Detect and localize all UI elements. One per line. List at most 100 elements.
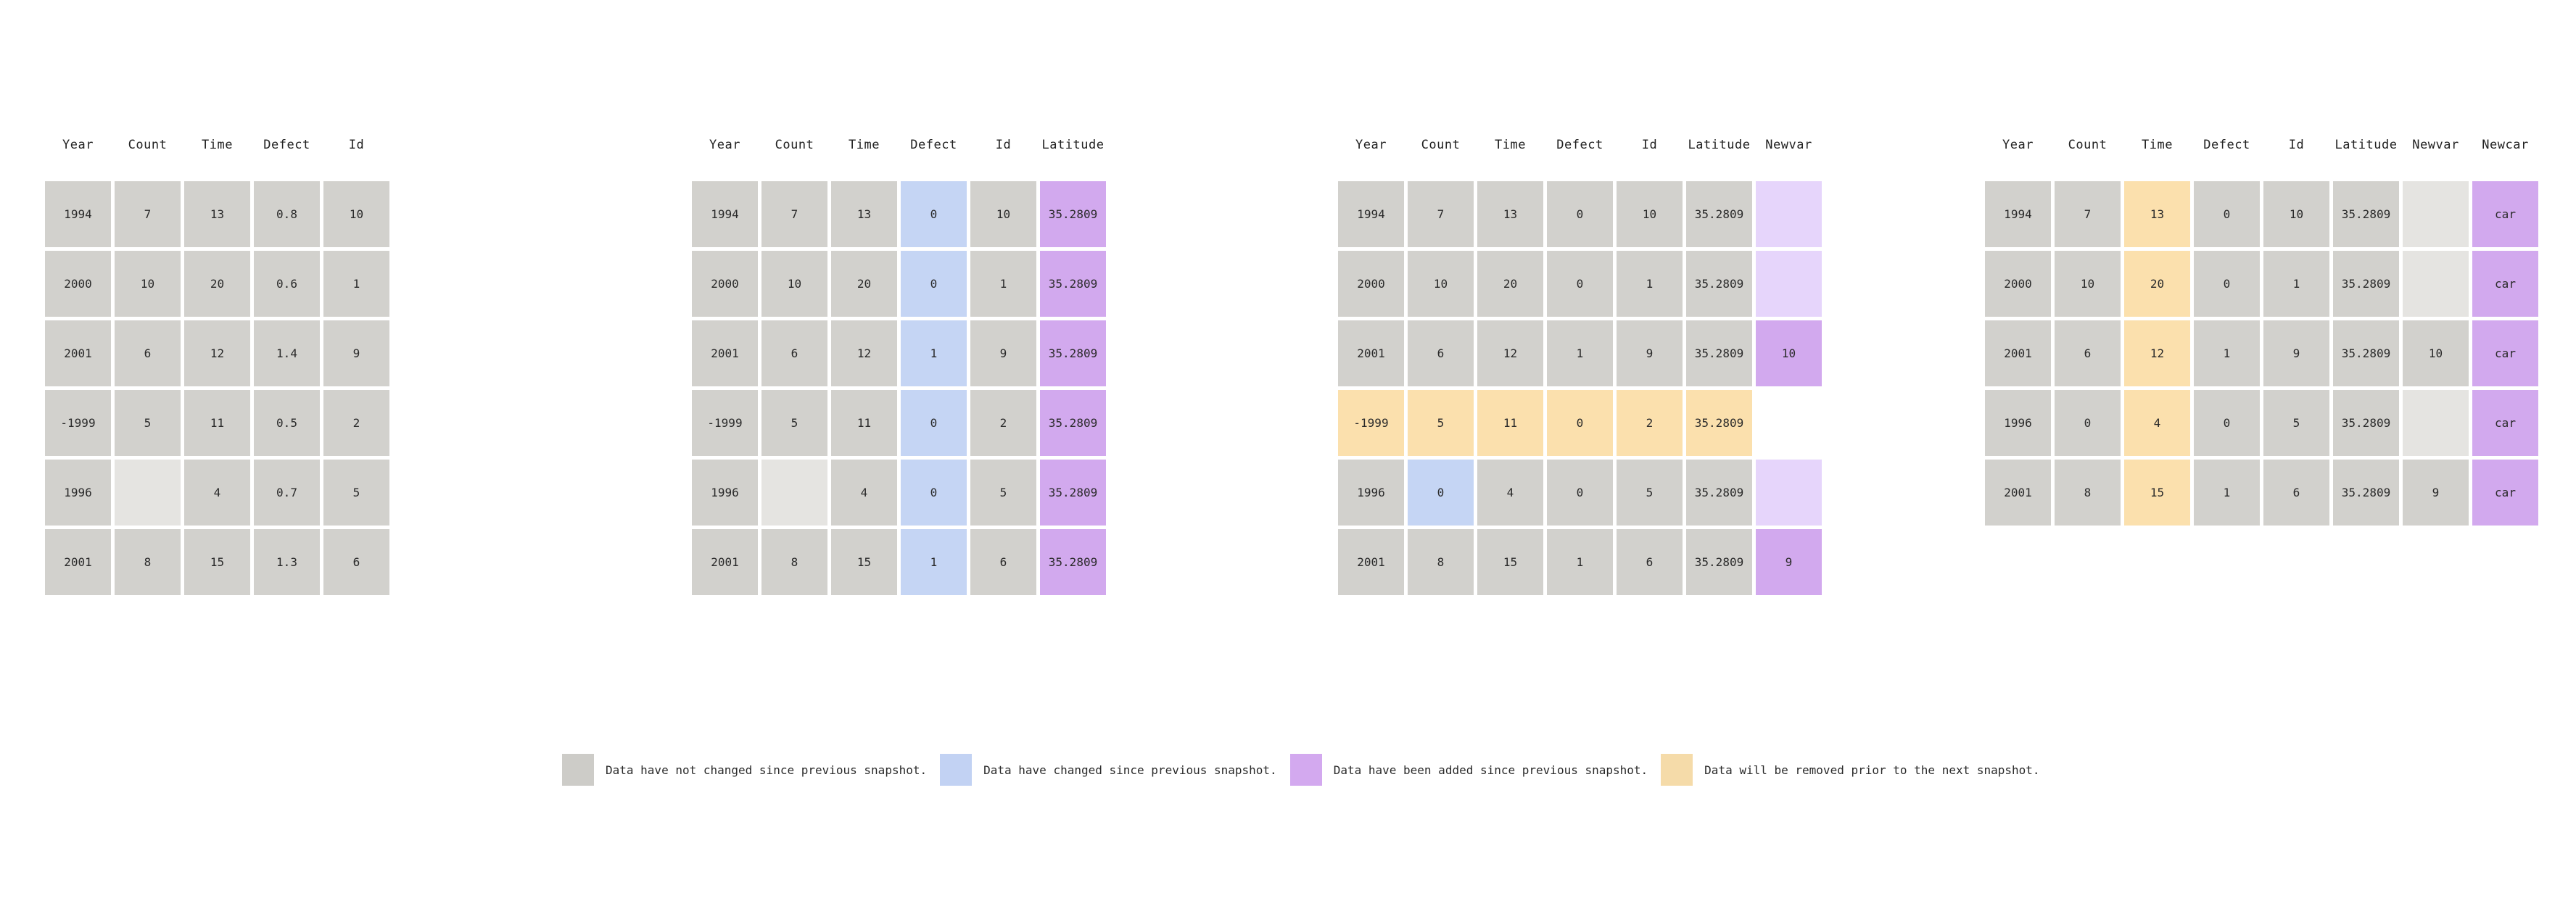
table-cell: 35.2809 (1040, 390, 1106, 456)
table-row: 1994 7 13 0 10 35.2809 (692, 181, 1110, 247)
table-cell (761, 460, 827, 526)
column-header: Latitude (2334, 138, 2398, 152)
table-cell: 10 (761, 251, 827, 317)
table-cell: 35.2809 (1040, 181, 1106, 247)
table-row: 2001 6 12 1 9 35.2809 10 car (1985, 320, 2542, 386)
table-cell (115, 460, 181, 526)
legend-swatch-added (1289, 754, 1322, 786)
table-body: 1994 7 13 0 10 35.2809 car 2000 10 20 0 1 35.2809 car… (1985, 181, 2542, 526)
table-cell: 35.2809 (1040, 529, 1106, 595)
table-cell: 2000 (45, 251, 111, 317)
table-cell: 35.2809 (1686, 251, 1752, 317)
table-cell: 35.2809 (2333, 251, 2399, 317)
table-cell: car (2472, 390, 2538, 456)
column-header: Defect (1556, 138, 1603, 152)
table-cell: car (2472, 181, 2538, 247)
column-header: Time (202, 138, 233, 152)
table-cell: 35.2809 (1040, 251, 1106, 317)
table-cell: 7 (761, 181, 827, 247)
table-cell: 2 (1617, 390, 1683, 456)
table-cell: -1999 (45, 390, 111, 456)
column-header: Id (995, 138, 1012, 152)
table-cell: 13 (831, 181, 897, 247)
header-row: Year Count Time Defect Id Latitude Newvar Newca… (1985, 130, 2542, 159)
table-cell: 12 (831, 320, 897, 386)
table-cell: 1996 (692, 460, 758, 526)
table-cell: 1 (1617, 251, 1683, 317)
table-row: 1996 0 4 0 5 35.2809 (1338, 460, 1825, 526)
column-header: Id (2288, 138, 2305, 152)
table-cell: 0 (2194, 181, 2260, 247)
table-body: 1994 7 13 0 10 35.2809 2000 10 20 0 1 35.2809 2001 6 1… (692, 181, 1110, 595)
table-cell: 8 (761, 529, 827, 595)
table-cell: -1999 (1338, 390, 1404, 456)
column-header: Time (2142, 138, 2173, 152)
table-cell: 0 (2194, 251, 2260, 317)
table-cell: 10 (2403, 320, 2469, 386)
snapshot-table-4: Year Count Time Defect Id Latitude Newvar Newca… (1985, 130, 2542, 529)
column-header: Defect (2203, 138, 2250, 152)
table-cell: 1 (1547, 529, 1613, 595)
table-cell: 2001 (45, 529, 111, 595)
column-header: Latitude (1041, 138, 1105, 152)
table-cell: 0 (901, 390, 967, 456)
legend-item-changed: Data have changed since previous snapsho… (940, 754, 1277, 786)
column-header: Year (709, 138, 740, 152)
table-cell (1756, 390, 1822, 456)
table-cell: 10 (1408, 251, 1474, 317)
table-cell (1756, 251, 1822, 317)
table-cell: 8 (1408, 529, 1474, 595)
table-cell: car (2472, 320, 2538, 386)
table-cell: 1 (2194, 460, 2260, 526)
table-row: -1999 5 11 0 2 35.2809 (692, 390, 1110, 456)
table-cell: 35.2809 (1686, 320, 1752, 386)
table-cell: 13 (1477, 181, 1543, 247)
table-cell: 1 (2263, 251, 2329, 317)
table-cell: 2000 (1985, 251, 2051, 317)
table-cell: 6 (323, 529, 389, 595)
table-cell: 0 (1547, 181, 1613, 247)
table-row: 2001 6 12 1 9 35.2809 (692, 320, 1110, 386)
table-cell: 13 (184, 181, 250, 247)
table-row: -1999 5 11 0 2 35.2809 (1338, 390, 1825, 456)
table-cell: 35.2809 (1686, 460, 1752, 526)
table-row: 2001 8 15 1.3 6 (45, 529, 393, 595)
table-row: 1994 7 13 0 10 35.2809 (1338, 181, 1825, 247)
table-cell: 6 (761, 320, 827, 386)
table-cell: 1.4 (254, 320, 320, 386)
column-header: Count (2068, 138, 2108, 152)
table-cell: 1996 (1338, 460, 1404, 526)
table-cell: 15 (1477, 529, 1543, 595)
column-header: Count (128, 138, 168, 152)
table-cell: 6 (970, 529, 1036, 595)
table-cell: 20 (184, 251, 250, 317)
header-row: Year Count Time Defect Id Latitude (692, 130, 1110, 159)
table-cell: 10 (115, 251, 181, 317)
table-row: 2001 6 12 1.4 9 (45, 320, 393, 386)
table-cell: 4 (831, 460, 897, 526)
table-cell: 2001 (692, 529, 758, 595)
table-cell: 0 (901, 181, 967, 247)
table-cell: 0 (1408, 460, 1474, 526)
table-cell: 10 (2055, 251, 2121, 317)
table-cell: 1994 (1985, 181, 2051, 247)
table-cell: -1999 (692, 390, 758, 456)
snapshot-table-1: Year Count Time Defect Id 1994 7 13 0.8 10 2000 10 2… (45, 130, 393, 599)
table-body: 1994 7 13 0.8 10 2000 10 20 0.6 1 2001 6 12 1.4 9 -1999… (45, 181, 393, 595)
column-header: Time (1495, 138, 1526, 152)
table-cell: 4 (184, 460, 250, 526)
table-row: 2001 6 12 1 9 35.2809 10 (1338, 320, 1825, 386)
table-cell: 12 (2124, 320, 2190, 386)
table-cell: 10 (970, 181, 1036, 247)
table-cell: 8 (115, 529, 181, 595)
table-cell: 1994 (45, 181, 111, 247)
table-cell: 2 (970, 390, 1036, 456)
table-cell: 7 (1408, 181, 1474, 247)
table-cell: 0 (1547, 460, 1613, 526)
table-cell: 10 (2263, 181, 2329, 247)
table-row: 1994 7 13 0 10 35.2809 car (1985, 181, 2542, 247)
table-cell: 2001 (1985, 460, 2051, 526)
table-cell: 20 (831, 251, 897, 317)
header-row: Year Count Time Defect Id Latitude Newvar (1338, 130, 1825, 159)
table-cell: 9 (1617, 320, 1683, 386)
